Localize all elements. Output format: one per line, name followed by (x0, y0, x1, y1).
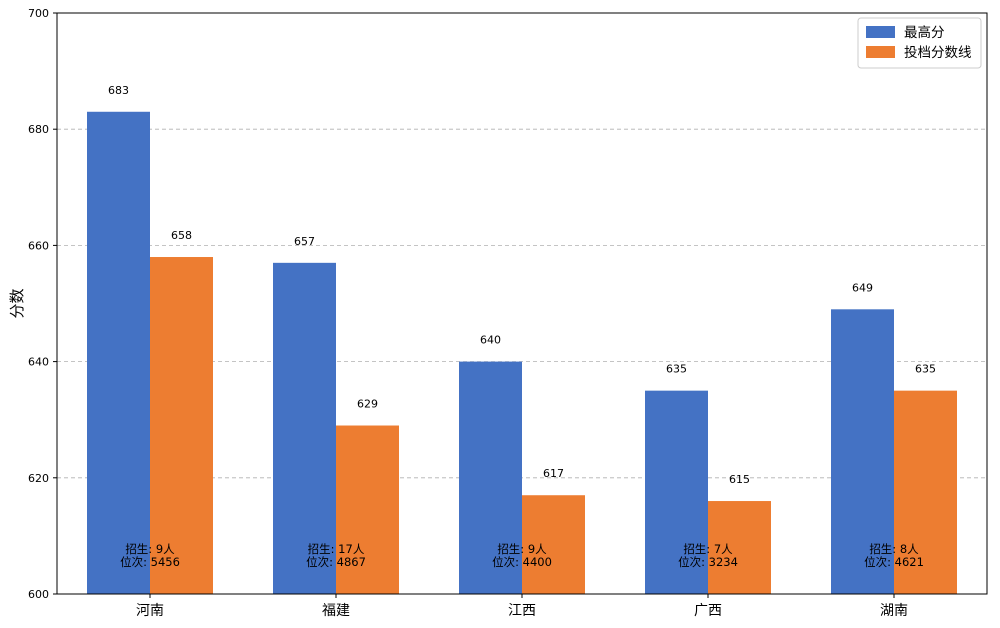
value-labels: 683 658 657 629 640 617 635 615 649 635 (108, 84, 936, 486)
legend-swatch (866, 26, 895, 38)
bars (87, 111, 957, 595)
enrollment-annotation: 招生: 9人 (125, 542, 175, 556)
bar-max-score (273, 262, 336, 594)
rank-annotation: 位次: 3234 (678, 555, 738, 569)
y-tick-label: 620 (28, 472, 49, 485)
y-tick-label: 660 (28, 239, 49, 252)
bar-value-label: 615 (729, 473, 750, 486)
bar-max-score (831, 309, 894, 594)
y-axis-title: 分数 (8, 288, 26, 318)
rank-annotation: 位次: 4621 (864, 555, 924, 569)
bar-cutoff-score (150, 257, 213, 594)
rank-annotation: 位次: 4400 (492, 555, 552, 569)
enrollment-annotation: 招生: 17人 (308, 542, 365, 556)
bar-cutoff-score (894, 390, 957, 594)
bar-cutoff-score (708, 501, 771, 594)
bar-max-score (459, 361, 522, 594)
rank-annotation: 位次: 4867 (306, 555, 366, 569)
x-tick-label: 湖南 (880, 603, 908, 619)
bar-value-label: 640 (480, 334, 501, 347)
x-tick-label: 广西 (694, 603, 722, 619)
bar-max-score (645, 390, 708, 594)
bar-value-label: 629 (357, 398, 378, 411)
bar-value-label: 683 (108, 84, 129, 97)
y-tick-label: 640 (28, 356, 49, 369)
enrollment-annotation: 招生: 9人 (497, 542, 547, 556)
y-tick-label: 680 (28, 123, 49, 136)
x-tick-label: 江西 (508, 603, 536, 619)
bar-max-score (87, 111, 150, 595)
legend-label: 投档分数线 (904, 45, 972, 61)
plot-frame (56, 12, 988, 595)
x-tick-label: 河南 (136, 603, 164, 619)
y-tick-label: 700 (28, 7, 49, 20)
x-tick-label: 福建 (322, 603, 350, 619)
bar-value-label: 649 (852, 281, 873, 294)
bar-value-label: 617 (543, 467, 564, 480)
enrollment-annotation: 招生: 8人 (869, 542, 919, 556)
bar-cutoff-score (336, 425, 399, 594)
bar-value-label: 658 (171, 229, 192, 242)
legend-swatch (866, 46, 895, 58)
bar-value-label: 657 (294, 235, 315, 248)
legend-label: 最高分 (904, 24, 945, 41)
enrollment-annotation: 招生: 7人 (683, 542, 733, 556)
bar-value-label: 635 (915, 363, 936, 376)
axes: 600 620 640 660 680 700 河南 福建 江西 广西 湖南 (28, 7, 988, 619)
bar-cutoff-score (522, 495, 585, 594)
y-tick-label: 600 (28, 588, 49, 601)
rank-annotation: 位次: 5456 (120, 555, 180, 569)
bar-value-label: 635 (666, 363, 687, 376)
